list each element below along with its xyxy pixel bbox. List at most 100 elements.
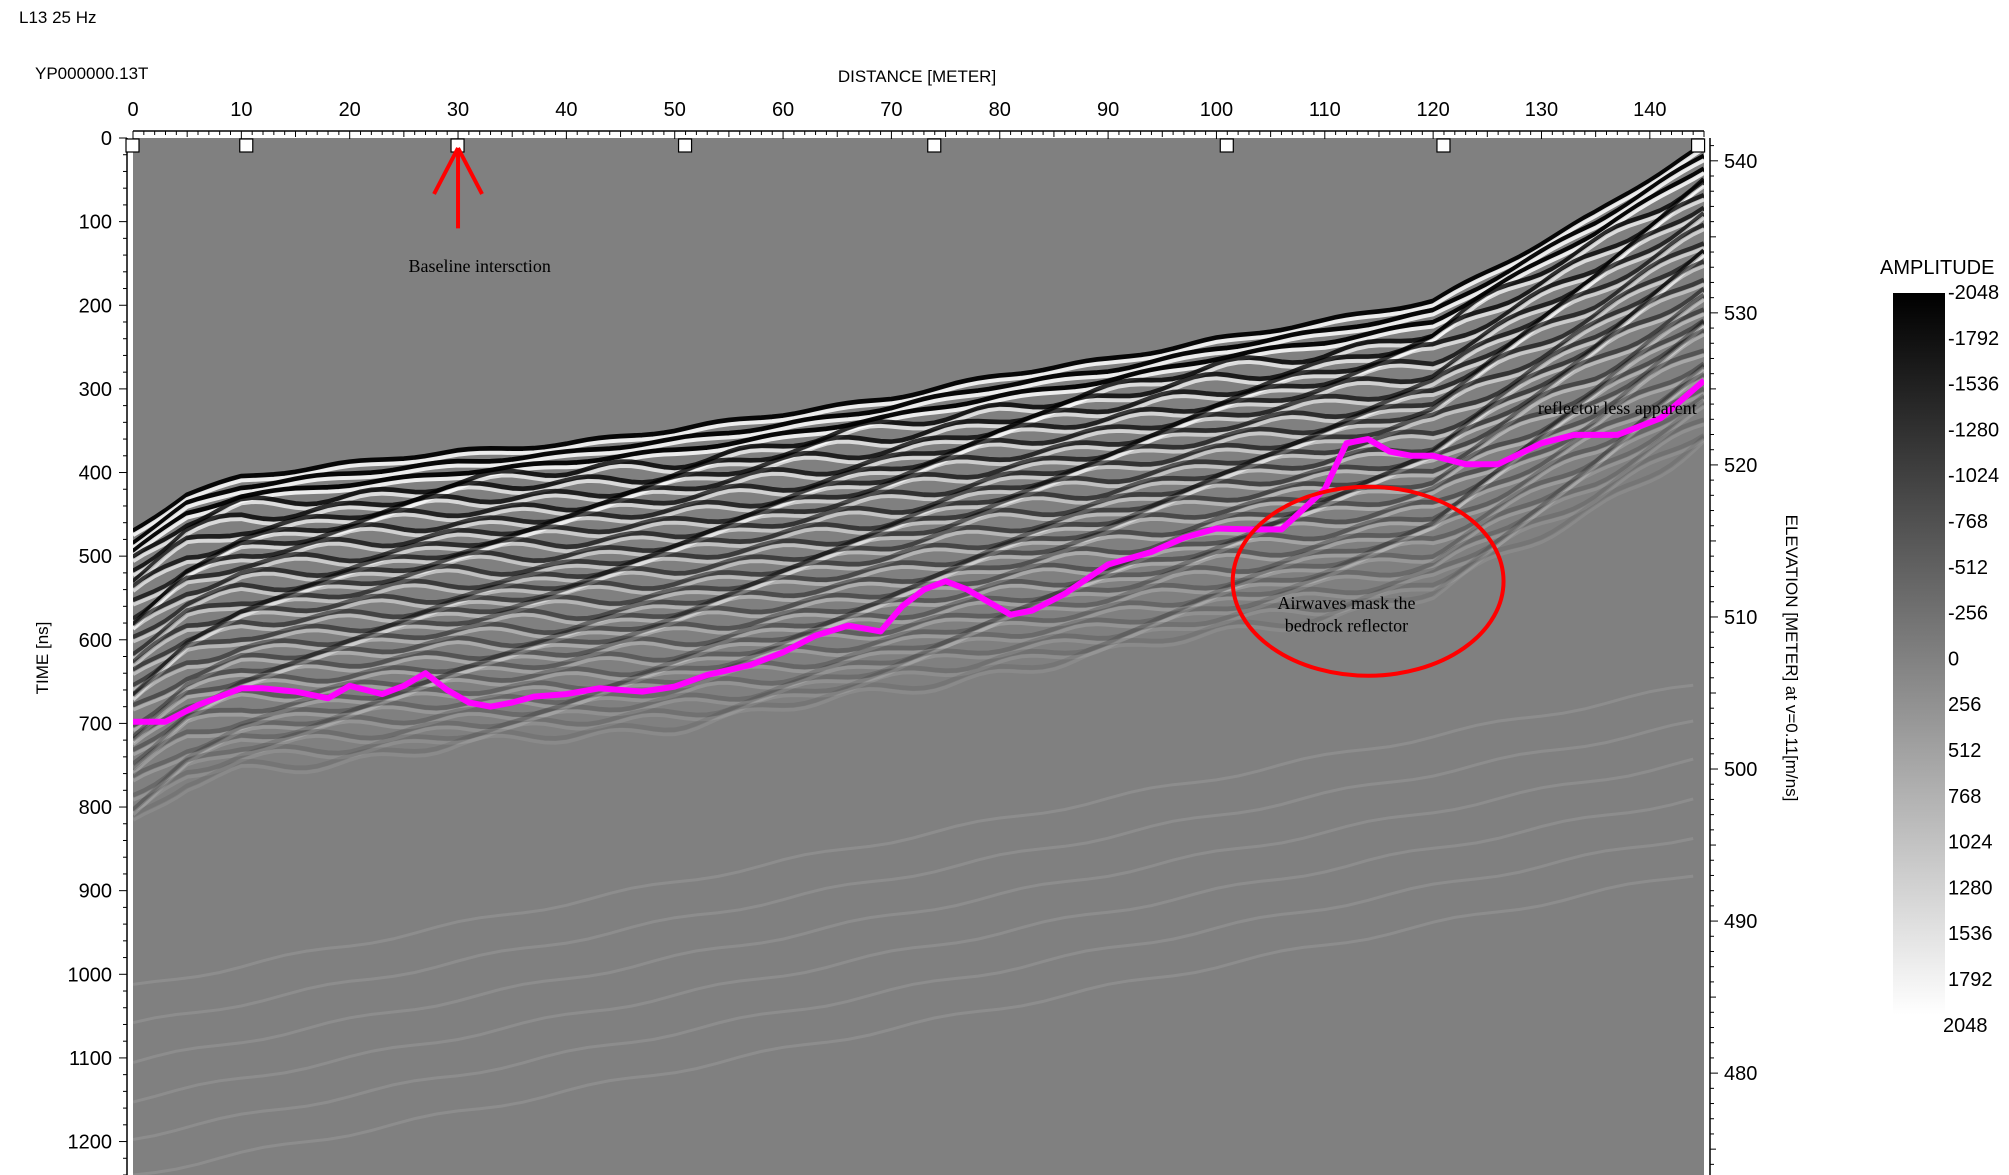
x-tick-label: 0 <box>127 99 138 121</box>
y-tick-label: 400 <box>79 463 112 485</box>
trace-marker <box>677 138 693 153</box>
trace-marker <box>1219 138 1234 153</box>
colorbar-title: AMPLITUDE <box>1880 257 1994 279</box>
x-tick-label: 140 <box>1633 99 1666 121</box>
annotation-airwaves-1: Airwaves mask the <box>1277 593 1415 613</box>
colorbar-label: 0 <box>1948 648 1959 670</box>
deep-event <box>133 874 1694 1175</box>
reflection-band-light <box>133 332 1704 733</box>
reflection-band-light <box>133 324 1704 712</box>
y-axis-title: TIME [ns] <box>33 622 52 695</box>
y2-tick-label: 510 <box>1724 607 1757 629</box>
reflection-band-light <box>133 146 1704 537</box>
reflection-band-dark <box>133 248 1704 640</box>
colorbar-label: 1536 <box>1948 923 1993 945</box>
reflection-band-dark <box>133 142 1704 534</box>
reflection-band-dark <box>133 241 1704 627</box>
trace-markers <box>125 138 1706 153</box>
reflection-band-dark <box>133 435 1704 818</box>
reflection-band-light <box>133 398 1704 783</box>
reflection-band-dark <box>133 433 1704 813</box>
colorbar-label: -1024 <box>1948 465 1999 487</box>
reflection-band-dark <box>133 153 1704 546</box>
x-tick-label: 120 <box>1416 99 1449 121</box>
reflection-band-dark <box>133 166 1704 554</box>
colorbar-label: -1536 <box>1948 374 1999 396</box>
deep-event <box>133 719 1694 1025</box>
reflection-band-light <box>133 171 1704 558</box>
x-tick-label: 110 <box>1309 99 1341 121</box>
y-tick-label: 800 <box>79 797 112 819</box>
reflection-band-light <box>133 422 1704 816</box>
y-tick-label: 1000 <box>68 964 113 986</box>
x-tick-label: 100 <box>1200 99 1233 121</box>
y-tick-label: 1100 <box>69 1048 112 1070</box>
colorbar-labels: -2048 -1792 -1536 -1280 -1024 -768 -512 -256 0 25… <box>1943 282 1999 1037</box>
reflection-band-light <box>133 366 1704 746</box>
annotation-baseline: Baseline intersction <box>408 256 550 276</box>
reflection-band-dark <box>133 222 1704 622</box>
y-axis-ticks: 0 100 200 300 400 500 600 700 800 900 1000 1100 1200 <box>68 128 127 1175</box>
deep-event <box>133 797 1694 1104</box>
y2-tick-label: 500 <box>1724 759 1757 781</box>
reflection-band-light <box>133 323 1704 702</box>
colorbar-label: -512 <box>1948 557 1988 579</box>
file-name: YP000000.13T <box>35 64 149 83</box>
trace-marker <box>239 138 254 153</box>
reflection-band-dark <box>133 363 1704 753</box>
colorbar-label: 1792 <box>1948 969 1993 991</box>
colorbar-label: 1024 <box>1948 832 1993 854</box>
y2-tick-label: 480 <box>1724 1063 1757 1085</box>
x-axis-title: DISTANCE [METER] <box>838 67 996 86</box>
bedrock-reflector-line <box>133 378 1704 725</box>
arrow-head-right <box>456 147 484 195</box>
reflection-band-dark <box>133 328 1704 729</box>
reflection-band-dark <box>133 192 1704 584</box>
deep-event <box>133 683 1694 986</box>
x-tick-label: 90 <box>1097 99 1119 121</box>
baseline-arrow <box>432 147 484 229</box>
x-tick-label: 50 <box>664 99 686 121</box>
y-tick-label: 500 <box>79 546 112 568</box>
y-tick-label: 0 <box>101 128 112 150</box>
reflection-band-dark <box>133 319 1704 708</box>
y2-tick-label: 540 <box>1724 151 1757 173</box>
reflection-band-light <box>133 376 1704 770</box>
reflection-band-dark <box>133 307 1704 697</box>
colorbar-label: 256 <box>1948 694 1981 716</box>
y-tick-label: 100 <box>79 212 112 234</box>
reflection-band-dark <box>133 393 1704 779</box>
radar-reflections <box>133 142 1704 1175</box>
y2-tick-label: 520 <box>1724 455 1757 477</box>
deep-event <box>133 757 1694 1064</box>
reflection-band-light <box>133 391 1704 775</box>
x-tick-label: 20 <box>339 99 361 121</box>
deep-event <box>133 837 1694 1141</box>
trace-marker <box>125 138 140 153</box>
colorbar-label: -1792 <box>1948 328 1999 350</box>
x-tick-label: 60 <box>772 99 794 121</box>
reflection-band-light <box>133 282 1704 669</box>
colorbar-label: 2048 <box>1943 1015 1988 1037</box>
arrow-head-left <box>432 147 460 195</box>
annotation-reflector: reflector less apparent <box>1538 398 1697 418</box>
reflection-band-dark <box>133 348 1704 740</box>
reflection-band-dark <box>133 277 1704 665</box>
reflection-band-dark <box>133 293 1704 688</box>
colorbar-gradient <box>1893 293 1945 1015</box>
reflection-band-dark <box>133 372 1704 766</box>
x-axis-ticks: 0 10 20 30 40 50 60 70 80 90 100 110 120 130 140 <box>127 99 1705 139</box>
x-tick-label: 70 <box>880 99 902 121</box>
y-tick-label: 600 <box>79 630 112 652</box>
trace-marker <box>1436 138 1451 153</box>
reflection-band-dark <box>133 361 1704 742</box>
colorbar-label: -1280 <box>1948 419 1999 441</box>
y2-tick-label: 490 <box>1724 911 1757 933</box>
page-title: L13 25 Hz <box>19 8 97 27</box>
reflection-band-light <box>133 158 1704 550</box>
reflection-band-dark <box>133 259 1704 657</box>
reflection-band-dark <box>133 287 1704 673</box>
trace-marker <box>927 138 942 153</box>
colorbar-label: 1280 <box>1948 877 1993 899</box>
